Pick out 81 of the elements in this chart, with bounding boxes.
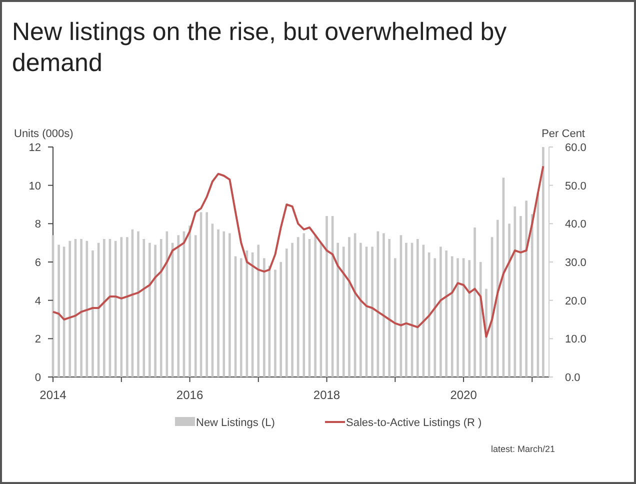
legend-label: Sales-to-Active Listings (R ) [346, 417, 482, 429]
bar [280, 262, 282, 377]
y-axis-title: Units (000s) [14, 128, 74, 140]
bar [274, 270, 276, 377]
bar [348, 237, 350, 377]
bar [496, 220, 499, 377]
bar [530, 214, 534, 377]
bar [120, 237, 123, 377]
bar [240, 258, 242, 377]
bar [342, 246, 345, 377]
bar [434, 258, 436, 377]
bar [148, 242, 151, 377]
y2-tick-label: 60.0 [565, 142, 586, 154]
bar [188, 226, 191, 377]
bar [456, 258, 459, 377]
bar [286, 248, 288, 377]
line-series [52, 165, 544, 338]
y-tick-label: 12 [28, 142, 41, 154]
bar [257, 244, 260, 377]
legend-label: New Listings (L) [196, 417, 275, 429]
bar [542, 147, 544, 377]
bar [222, 231, 226, 377]
bar [302, 233, 306, 377]
bar [263, 258, 266, 377]
bar [405, 242, 408, 377]
bar [445, 250, 448, 377]
bar [326, 216, 328, 377]
bar [206, 212, 208, 377]
bar [80, 239, 82, 377]
bar [126, 237, 128, 377]
y2-tick-label: 30.0 [565, 257, 586, 269]
chart-title: New listings on the rise, but overwhelmed by demand [12, 18, 508, 77]
y2-tick-label: 0.0 [565, 372, 580, 384]
bar [58, 244, 60, 377]
bar [154, 244, 156, 377]
bar [142, 239, 146, 377]
y-tick-label: 6 [34, 257, 41, 269]
y2-tick-label: 10.0 [565, 334, 586, 346]
y2-tick-label: 40.0 [565, 218, 586, 231]
y2-axis-title: Per Cent [542, 128, 585, 140]
bar [520, 216, 522, 377]
y-tick-label: 0 [34, 372, 41, 384]
bar [360, 242, 362, 377]
y2-tick-label: 50.0 [565, 180, 586, 192]
y-tick-label: 2 [34, 334, 41, 346]
bar [508, 224, 510, 377]
bar [479, 262, 482, 377]
bar [474, 228, 476, 377]
x-tick-label: 2018 [313, 388, 340, 402]
bar [177, 235, 180, 377]
y-tick-label: 10 [28, 180, 41, 192]
bar [137, 231, 140, 377]
bar [468, 260, 471, 377]
bar [450, 256, 454, 377]
bar [388, 239, 391, 377]
bar [485, 288, 488, 377]
bar [440, 246, 442, 377]
y-tick-label: 4 [34, 295, 41, 308]
bar [514, 206, 516, 377]
bar [296, 237, 300, 377]
y-tick-label: 8 [34, 218, 41, 231]
y2-tick-label: 20.0 [565, 295, 586, 308]
text: latest: March/21 [490, 444, 555, 454]
bar [217, 229, 220, 377]
bar [314, 235, 316, 377]
x-tick-label: 2016 [176, 388, 204, 402]
bar [525, 200, 528, 377]
bar [160, 239, 162, 377]
bar [68, 240, 72, 377]
x-tick-label: 2020 [450, 388, 478, 402]
x-tick-label: 2014 [40, 388, 67, 402]
bar [382, 233, 385, 377]
bar [92, 250, 94, 377]
bar [394, 258, 396, 377]
bar [336, 242, 339, 377]
bar [416, 239, 419, 377]
bar [102, 239, 106, 377]
bar [291, 242, 294, 377]
bar [371, 246, 374, 377]
bar [194, 235, 197, 377]
bar [228, 233, 231, 377]
